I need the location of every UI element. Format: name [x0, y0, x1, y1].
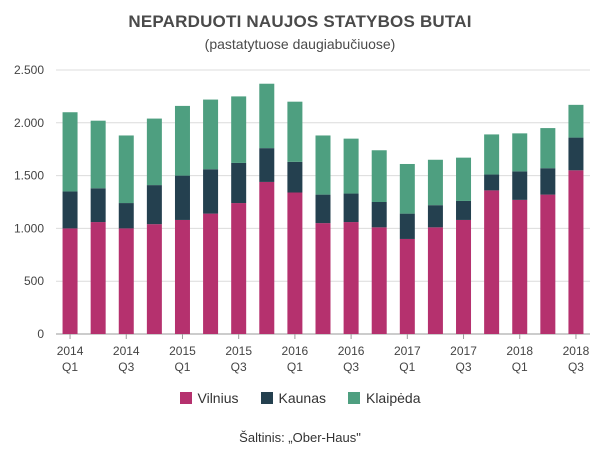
stacked-bar-chart: 0 500 1.000 1.500 2.000 2.500 2014 Q1 2014 Q3 2015…	[14, 63, 590, 374]
bars	[62, 83, 584, 334]
y-tick-label: 500	[24, 274, 44, 288]
bar-segment-klaip-da	[174, 105, 190, 176]
bar-segment-kaunas	[456, 200, 472, 220]
bar-segment-vilnius	[315, 223, 331, 334]
x-tick-year: 2015	[225, 344, 252, 358]
y-tick-label: 1.500	[14, 169, 44, 183]
bar-segment-vilnius	[540, 194, 556, 334]
bar-segment-vilnius	[484, 190, 500, 334]
bar-segment-kaunas	[231, 162, 247, 204]
bar-segment-vilnius	[343, 222, 359, 334]
x-tick-year: 2017	[394, 344, 421, 358]
bar-segment-klaip-da	[512, 133, 528, 172]
bar-segment-kaunas	[203, 169, 219, 214]
bar-segment-klaip-da	[259, 83, 275, 149]
bar-segment-klaip-da	[287, 101, 303, 162]
bar-segment-klaip-da	[399, 163, 415, 214]
bar-segment-vilnius	[90, 222, 106, 334]
bar-segment-kaunas	[259, 148, 275, 182]
bar-segment-vilnius	[568, 170, 584, 334]
x-tick-year: 2016	[282, 344, 309, 358]
x-tick-year: 2015	[169, 344, 196, 358]
bar-segment-vilnius	[174, 219, 190, 334]
x-tick-year: 2017	[450, 344, 477, 358]
x-tick-quarter: Q1	[62, 360, 78, 374]
bar-segment-klaip-da	[568, 104, 584, 138]
x-tick-quarter: Q3	[568, 360, 584, 374]
bar-segment-klaip-da	[62, 112, 78, 192]
bar-segment-vilnius	[118, 228, 134, 334]
bar-segment-kaunas	[118, 203, 134, 229]
bar-segment-vilnius	[512, 199, 528, 334]
x-tick-quarter: Q3	[343, 360, 359, 374]
bar-segment-kaunas	[174, 175, 190, 220]
bar-segment-kaunas	[371, 202, 387, 228]
x-tick-quarter: Q3	[456, 360, 472, 374]
legend-label: Kaunas	[278, 390, 326, 406]
bar-segment-klaip-da	[343, 138, 359, 194]
y-tick-label: 1.000	[14, 221, 44, 235]
bar-segment-kaunas	[568, 137, 584, 171]
bar-segment-vilnius	[259, 181, 275, 334]
x-tick-quarter: Q1	[399, 360, 415, 374]
legend-item: Klaipėda	[347, 390, 421, 406]
bar-segment-klaip-da	[90, 120, 106, 189]
bar-segment-kaunas	[512, 171, 528, 200]
x-tick-quarter: Q3	[231, 360, 247, 374]
source-note: Šaltinis: „Ober-Haus"	[239, 430, 361, 445]
bar-segment-kaunas	[90, 188, 106, 223]
x-tick-year: 2018	[506, 344, 533, 358]
x-tick-year: 2014	[113, 344, 140, 358]
y-tick-label: 2.500	[14, 63, 44, 77]
bar-segment-klaip-da	[484, 134, 500, 175]
bar-segment-kaunas	[315, 194, 331, 224]
legend-label: Klaipėda	[365, 390, 421, 406]
legend-label: Vilnius	[197, 390, 239, 406]
bar-segment-kaunas	[287, 161, 303, 193]
bar-segment-kaunas	[343, 193, 359, 223]
bar-segment-vilnius	[146, 224, 162, 334]
bar-segment-kaunas	[399, 213, 415, 239]
legend-item: Kaunas	[260, 390, 326, 406]
chart-subtitle: (pastatytuose daugiabučiuose)	[204, 36, 396, 52]
x-tick-quarter: Q1	[287, 360, 303, 374]
legend-item: Vilnius	[179, 390, 239, 406]
bar-segment-vilnius	[427, 227, 443, 334]
bar-segment-klaip-da	[231, 96, 247, 163]
chart-title: NEPARDUOTI NAUJOS STATYBOS BUTAI	[128, 12, 472, 31]
bar-segment-klaip-da	[146, 118, 162, 186]
x-tick-year: 2018	[563, 344, 590, 358]
legend-swatch	[260, 392, 273, 404]
x-tick-quarter: Q1	[512, 360, 528, 374]
x-tick-quarter: Q1	[174, 360, 190, 374]
bar-segment-vilnius	[371, 227, 387, 334]
y-tick-label: 2.000	[14, 116, 44, 130]
bar-segment-vilnius	[399, 238, 415, 334]
legend-swatch	[179, 392, 192, 404]
bar-segment-kaunas	[62, 191, 78, 229]
axes: 0 500 1.000 1.500 2.000 2.500 2014 Q1 2014 Q3 2015…	[14, 63, 590, 374]
x-tick-year: 2016	[338, 344, 365, 358]
y-tick-label: 0	[37, 327, 44, 341]
bar-segment-vilnius	[231, 203, 247, 334]
bar-segment-kaunas	[484, 174, 500, 191]
bar-segment-kaunas	[146, 185, 162, 225]
x-tick-quarter: Q3	[118, 360, 134, 374]
bar-segment-klaip-da	[371, 150, 387, 202]
bar-segment-klaip-da	[540, 128, 556, 169]
bar-segment-vilnius	[62, 228, 78, 334]
bar-segment-klaip-da	[456, 157, 472, 201]
legend-swatch	[347, 392, 360, 404]
bar-segment-klaip-da	[118, 135, 134, 204]
x-tick-year: 2014	[57, 344, 84, 358]
bar-segment-kaunas	[427, 205, 443, 228]
legend: Vilnius Kaunas Klaipėda	[0, 390, 600, 406]
bar-segment-klaip-da	[315, 135, 331, 195]
bar-segment-vilnius	[287, 192, 303, 334]
bar-segment-kaunas	[540, 168, 556, 195]
bar-segment-klaip-da	[427, 159, 443, 206]
bar-segment-vilnius	[456, 219, 472, 334]
bar-segment-vilnius	[203, 213, 219, 334]
bar-segment-klaip-da	[203, 99, 219, 170]
